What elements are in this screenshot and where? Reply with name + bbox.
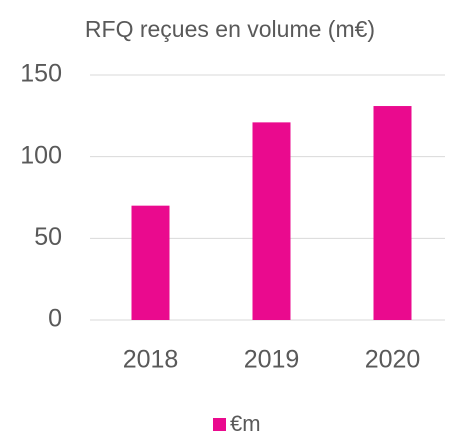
y-tick-label: 50 — [34, 223, 62, 251]
bar — [131, 205, 170, 320]
legend-swatch — [213, 418, 226, 431]
bar — [252, 122, 291, 320]
bar — [373, 106, 412, 321]
legend-label: €m — [230, 411, 261, 433]
chart-title: RFQ reçues en volume (m€) — [85, 16, 375, 42]
x-tick-label: 2020 — [365, 346, 421, 374]
y-tick-label: 150 — [20, 60, 62, 88]
x-tick-label: 2018 — [123, 346, 179, 374]
y-tick-label: 100 — [20, 141, 62, 169]
y-tick-label: 0 — [48, 305, 62, 333]
x-tick-label: 2019 — [244, 346, 300, 374]
